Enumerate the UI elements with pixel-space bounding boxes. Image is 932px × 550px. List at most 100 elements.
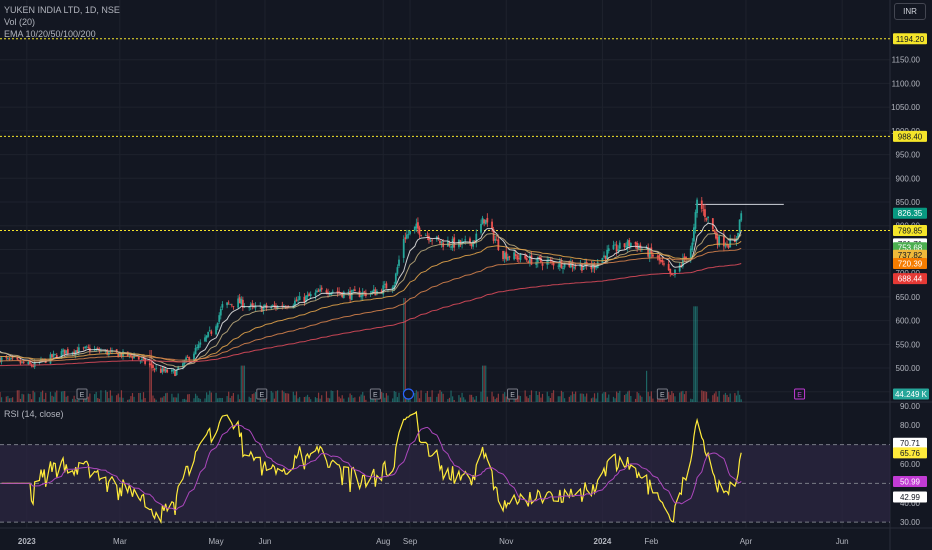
candle-body <box>573 266 575 269</box>
ema-10-line <box>0 222 742 371</box>
volume-bar <box>30 399 33 402</box>
candle-body <box>557 265 560 267</box>
candle-body <box>336 291 339 293</box>
candle-body <box>637 246 640 250</box>
volume-bar <box>8 398 11 402</box>
candle-body <box>431 239 434 241</box>
volume-bar <box>480 391 482 402</box>
volume-bar <box>149 350 151 402</box>
volume-bar <box>248 396 250 402</box>
price-label-text: 50.99 <box>900 477 921 486</box>
volume-bar <box>349 393 351 402</box>
earnings-marker <box>507 388 519 400</box>
volume-bar <box>497 393 499 402</box>
candle-body <box>141 359 143 360</box>
volume-bar <box>470 394 473 402</box>
volume-bar <box>272 392 274 402</box>
time-tick-label: Nov <box>499 537 513 546</box>
candle-body <box>118 353 121 357</box>
volume-bar <box>297 398 299 402</box>
volume-label-box <box>893 388 929 400</box>
volume-bar <box>67 395 69 402</box>
ema-legend[interactable]: EMA 10/20/50/100/200 <box>4 29 96 39</box>
candle-body <box>615 244 618 252</box>
volume-bar <box>579 393 581 402</box>
candle-body <box>270 306 273 309</box>
candle-body <box>574 265 577 267</box>
candle-body <box>516 255 519 260</box>
candle-body <box>319 289 322 292</box>
volume-bar <box>119 397 121 402</box>
candle-body <box>740 213 743 221</box>
volume-bar <box>694 306 697 402</box>
candle-body <box>237 298 240 308</box>
candle-body <box>194 347 197 355</box>
rsi-legend[interactable]: RSI (14, close) <box>4 409 64 419</box>
volume-bar <box>89 393 91 402</box>
volume-bar <box>586 393 588 402</box>
candle-body <box>691 242 694 251</box>
candle-body <box>551 261 553 263</box>
volume-bar <box>560 390 563 402</box>
volume-bar <box>319 398 321 402</box>
volume-bar <box>51 395 53 402</box>
candle-body <box>462 241 465 242</box>
price-label-box <box>893 447 927 459</box>
volume-bar <box>41 390 44 402</box>
volume-bar <box>491 391 493 402</box>
candle-body <box>164 369 167 372</box>
volume-bar <box>273 398 276 402</box>
candle-body <box>405 234 408 239</box>
volume-bar <box>163 396 165 402</box>
volume-bar <box>153 398 156 402</box>
candle-body <box>5 357 8 359</box>
time-tick-label: Aug <box>376 537 390 546</box>
volume-bar <box>220 397 222 402</box>
volume-bar <box>450 390 452 402</box>
volume-bar <box>393 391 395 402</box>
candle-body <box>54 353 57 355</box>
volume-bar <box>262 398 264 402</box>
candle-body <box>248 306 251 308</box>
candle-body <box>484 219 487 225</box>
currency-button[interactable]: INR <box>894 3 926 20</box>
volume-bar <box>177 393 179 402</box>
candle-body <box>281 305 284 307</box>
volume-bar <box>404 298 406 402</box>
volume-bar <box>426 390 428 402</box>
price-label-text: 65.76 <box>900 449 921 458</box>
candle-body <box>607 248 610 252</box>
candle-body <box>661 259 664 263</box>
volume-bar <box>327 397 329 402</box>
candle-body <box>55 355 58 358</box>
candle-body <box>558 260 561 268</box>
time-tick-label: 2024 <box>594 537 612 546</box>
candle-body <box>409 230 411 234</box>
volume-bar <box>217 398 219 402</box>
volume-bar <box>144 398 146 402</box>
volume-bar <box>546 391 548 402</box>
volume-legend[interactable]: Vol (20) <box>4 17 36 27</box>
earnings-marker-label: E <box>373 392 378 399</box>
candle-body <box>185 357 187 361</box>
candle-body <box>450 246 452 248</box>
volume-bar <box>321 395 323 402</box>
candle-body <box>128 353 131 355</box>
candle-body <box>663 263 665 265</box>
volume-bar <box>130 396 132 402</box>
candle-body <box>264 304 266 307</box>
candle-body <box>724 245 727 247</box>
candle-body <box>182 363 184 368</box>
time-tick-label: Apr <box>740 537 753 546</box>
volume-bar <box>254 392 257 402</box>
volume-bar <box>100 390 102 402</box>
ema-lines <box>0 222 742 371</box>
volume-bar <box>381 391 383 402</box>
candle-body <box>374 289 377 296</box>
candle-body <box>503 252 506 259</box>
volume-bar <box>702 391 704 402</box>
symbol-legend[interactable]: YUKEN INDIA LTD, 1D, NSE <box>4 5 120 15</box>
candle-body <box>8 359 11 360</box>
